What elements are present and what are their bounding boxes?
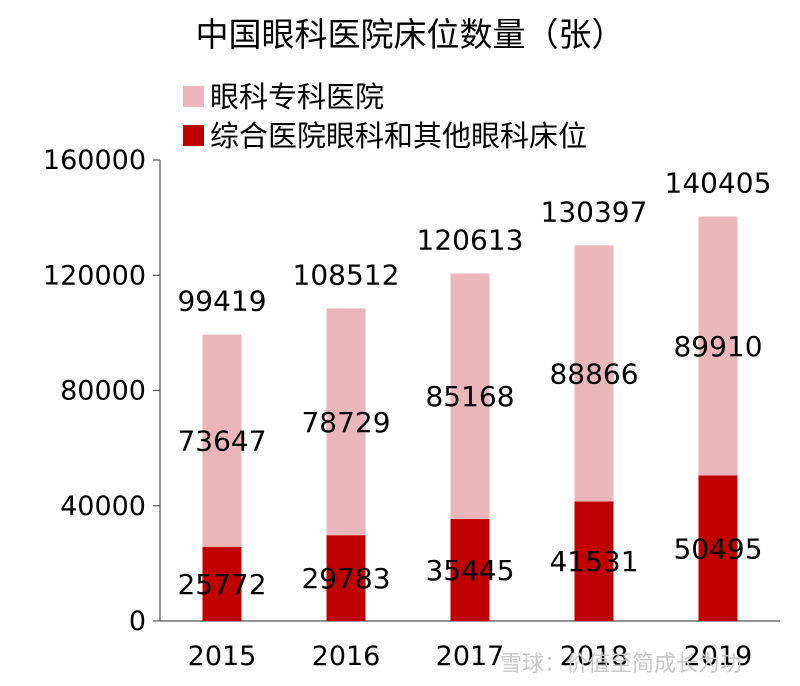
bar-specialty-2016 <box>326 308 366 536</box>
y-tick-label: 40000 <box>60 491 146 522</box>
legend-swatch-general <box>183 125 204 146</box>
bar-general-2019 <box>698 475 738 621</box>
y-tick-label: 120000 <box>43 260 146 291</box>
legend-label-specialty: 眼科专科医院 <box>210 80 384 114</box>
bar-general-2018 <box>574 501 614 621</box>
data-label-general-2018: 41531 <box>549 545 638 578</box>
x-tick-label: 2017 <box>436 641 505 672</box>
data-label-total-2016: 108512 <box>293 258 400 291</box>
chart-title: 中国眼科医院床位数量（张） <box>196 15 625 54</box>
data-label-specialty-2018: 88866 <box>549 357 638 390</box>
data-label-general-2015: 25772 <box>177 568 266 601</box>
bar-specialty-2015 <box>202 334 242 547</box>
x-tick-label: 2018 <box>560 641 629 672</box>
bar-specialty-2018 <box>574 245 614 502</box>
data-label-total-2019: 140405 <box>665 166 772 199</box>
bar-general-2015 <box>202 546 242 621</box>
bar-specialty-2019 <box>698 216 738 476</box>
data-label-specialty-2019: 89910 <box>673 330 762 363</box>
bar-general-2017 <box>450 518 490 621</box>
legend-swatch-specialty <box>183 86 204 107</box>
data-label-general-2016: 29783 <box>301 562 390 595</box>
x-tick-label: 2016 <box>312 641 381 672</box>
y-tick-label: 160000 <box>43 145 146 176</box>
bars <box>202 216 738 621</box>
legend: 眼科专科医院 综合医院眼科和其他眼科床位 <box>183 80 587 153</box>
x-tick-label: 2015 <box>188 641 257 672</box>
data-label-total-2018: 130397 <box>541 195 648 228</box>
y-tick-label: 0 <box>129 606 146 637</box>
data-label-general-2017: 35445 <box>425 554 514 587</box>
x-tick-label: 2019 <box>684 641 753 672</box>
y-tick-label: 80000 <box>60 376 146 407</box>
data-label-total-2015: 99419 <box>177 285 266 318</box>
data-labels: 25772 73647 99419 29783 78729 108512 35445 8516… <box>177 166 771 600</box>
data-label-specialty-2017: 85168 <box>425 380 514 413</box>
legend-label-general: 综合医院眼科和其他眼科床位 <box>210 119 587 153</box>
data-label-general-2019: 50495 <box>673 532 762 565</box>
data-label-specialty-2015: 73647 <box>177 425 266 458</box>
x-axis-ticks: 2015 2016 2017 2018 2019 <box>188 641 753 672</box>
y-axis-ticks: 0 40000 80000 120000 160000 <box>43 145 160 637</box>
bar-general-2016 <box>326 535 366 621</box>
watermark: 雪球：价值至简成长为功 <box>500 652 742 677</box>
bar-specialty-2017 <box>450 273 490 519</box>
data-label-total-2017: 120613 <box>417 223 524 256</box>
data-label-specialty-2016: 78729 <box>301 406 390 439</box>
